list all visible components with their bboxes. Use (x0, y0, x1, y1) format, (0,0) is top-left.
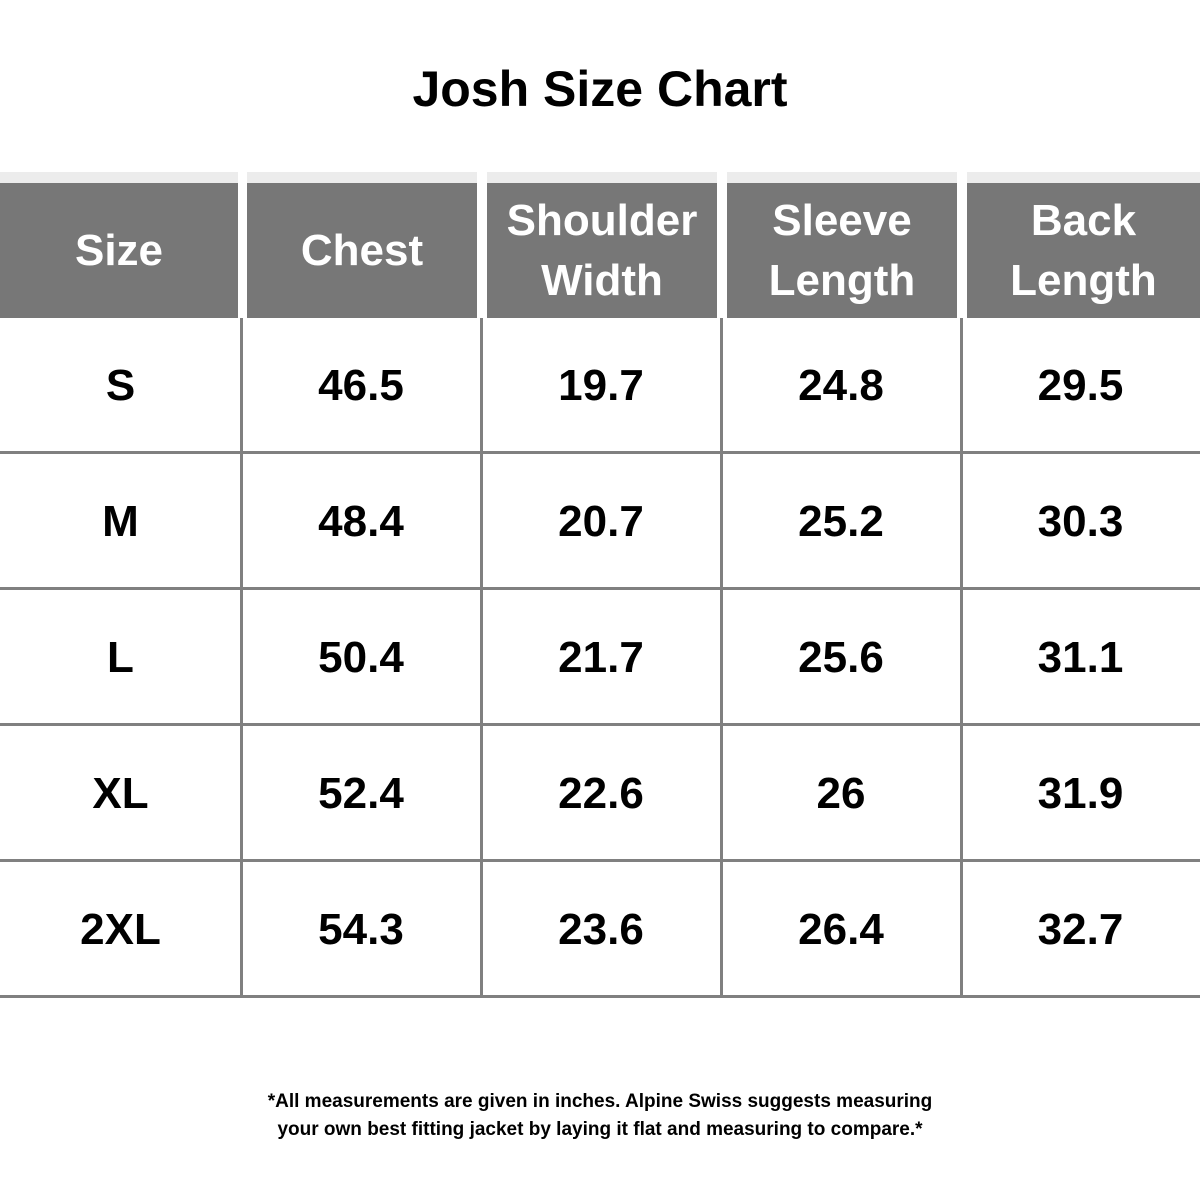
row-divider (0, 723, 1200, 726)
title: Josh Size Chart (412, 61, 788, 117)
table-cell: 52.4 (318, 769, 404, 818)
table-cell: 20.7 (558, 497, 644, 546)
header-cell: Shoulder Width (487, 183, 717, 318)
column-divider (480, 318, 483, 997)
header-band (727, 172, 957, 183)
header-band (0, 172, 238, 183)
table-cell: S (105, 361, 136, 410)
row-divider (0, 587, 1200, 590)
column-divider (720, 318, 723, 997)
table-cell: XL (92, 769, 149, 818)
table-cell: 26.4 (798, 905, 884, 954)
column-divider (960, 318, 963, 997)
header-band (247, 172, 477, 183)
table-cell: 21.7 (558, 633, 644, 682)
table-cell: 32.7 (1037, 905, 1124, 954)
table-cell: 19.7 (558, 361, 644, 410)
footnote: *All measurements are given in inches. A… (267, 1091, 933, 1112)
table-cell: M (102, 497, 139, 546)
row-divider (0, 451, 1200, 454)
table-cell: 2XL (80, 905, 161, 954)
header-cell: Sleeve Length (727, 183, 957, 318)
table-cell: 25.6 (798, 633, 884, 682)
footnote: your own best fitting jacket by laying i… (277, 1119, 923, 1140)
table-cell: 25.2 (798, 497, 884, 546)
header-band (487, 172, 717, 183)
table-cell: 29.5 (1037, 361, 1124, 410)
table-cell: 50.4 (318, 633, 404, 682)
table-cell: 46.5 (318, 361, 404, 410)
table-cell: 22.6 (558, 769, 644, 818)
column-divider (240, 318, 243, 997)
header-band (967, 172, 1200, 183)
header-cell: Back Length (967, 183, 1200, 318)
row-divider (0, 859, 1200, 862)
table-cell: L (107, 633, 134, 682)
table-cell: 31.1 (1037, 633, 1124, 682)
table-cell: 23.6 (558, 905, 644, 954)
table-cell: 48.4 (318, 497, 404, 546)
row-divider (0, 995, 1200, 998)
table-cell: 31.9 (1037, 769, 1124, 818)
table-cell: 30.3 (1037, 497, 1124, 546)
table-cell: 54.3 (318, 905, 404, 954)
header-cell: Size (0, 183, 238, 318)
table-cell: 24.8 (798, 361, 884, 410)
table-cell: 26 (816, 769, 866, 818)
header-cell: Chest (247, 183, 477, 318)
